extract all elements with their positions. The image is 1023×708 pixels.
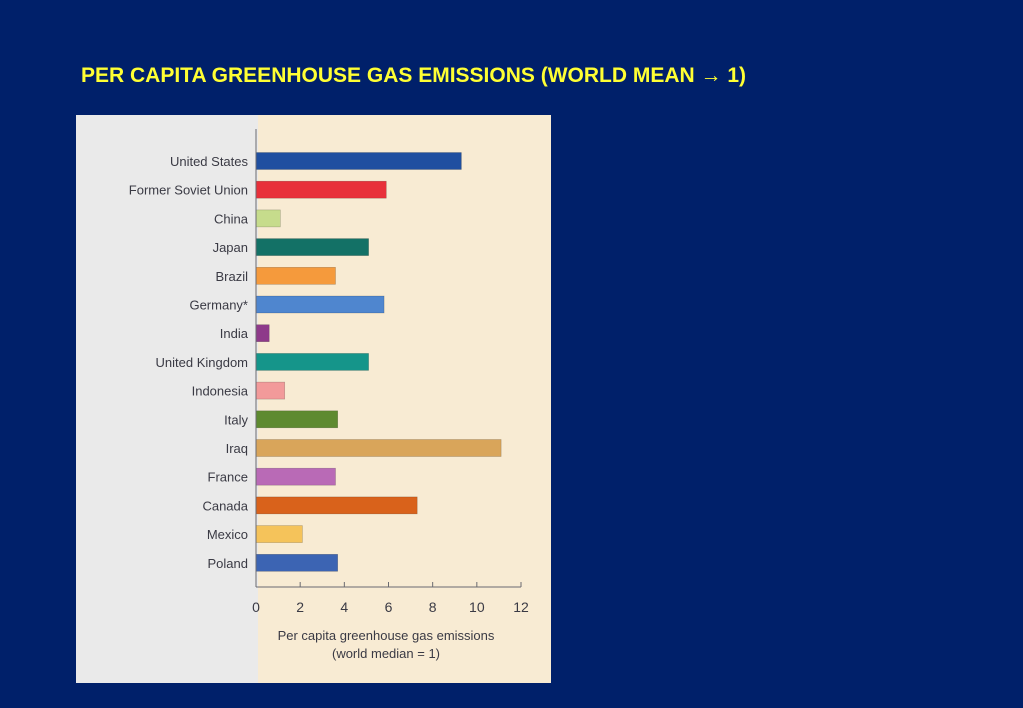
slide-title: PER CAPITA GREENHOUSE GAS EMISSIONS (WOR…: [81, 64, 747, 87]
chart-panel: United States Former Soviet Union China Jap…: [76, 115, 551, 683]
x-tick-label: 12: [513, 599, 529, 615]
bar-chart: United States Former Soviet Union China Jap…: [129, 129, 529, 661]
category-label: United States: [170, 154, 249, 169]
category-label: Canada: [202, 498, 248, 513]
category-label: India: [220, 326, 249, 341]
x-axis-title: Per capita greenhouse gas emissions: [278, 628, 495, 643]
category-label: Japan: [213, 240, 248, 255]
category-label: Mexico: [207, 527, 248, 542]
category-label: Brazil: [215, 269, 248, 284]
x-tick-label: 0: [252, 599, 260, 615]
bar-united-kingdom: [255, 353, 369, 371]
bar-united-states: [255, 152, 462, 170]
x-tick-label: 4: [340, 599, 348, 615]
bar-france: [255, 467, 336, 486]
category-label: France: [208, 470, 248, 485]
x-tick-label: 8: [429, 599, 437, 615]
category-label: United Kingdom: [156, 355, 249, 370]
x-tick-label: 10: [469, 599, 485, 615]
bars-layer: [255, 152, 502, 572]
category-label: Poland: [208, 556, 248, 571]
bar-former-soviet-union: [255, 180, 387, 199]
bar-canada: [255, 496, 418, 515]
category-label: Former Soviet Union: [129, 183, 248, 198]
category-label: Germany*: [189, 298, 248, 313]
category-label: China: [214, 211, 249, 226]
bar-indonesia: [255, 381, 286, 400]
x-tick-label: 6: [385, 599, 393, 615]
x-axis-subtitle: (world median = 1): [332, 646, 440, 661]
bar-japan: [255, 238, 369, 256]
category-label: Italy: [224, 412, 248, 427]
x-tick-label: 2: [296, 599, 304, 615]
category-label: Indonesia: [192, 384, 249, 399]
x-axis: 0 2 4 6 8 10 12: [252, 129, 529, 615]
bar-mexico: [255, 525, 303, 543]
bar-china: [255, 209, 281, 228]
bar-iraq: [255, 439, 502, 457]
bar-italy: [255, 410, 339, 429]
bar-brazil: [255, 267, 336, 285]
bar-germany: [255, 295, 385, 314]
bar-poland: [255, 553, 339, 572]
category-labels: United States Former Soviet Union China Jap…: [129, 154, 249, 571]
category-label: Iraq: [226, 441, 248, 456]
bar-india: [255, 324, 270, 342]
